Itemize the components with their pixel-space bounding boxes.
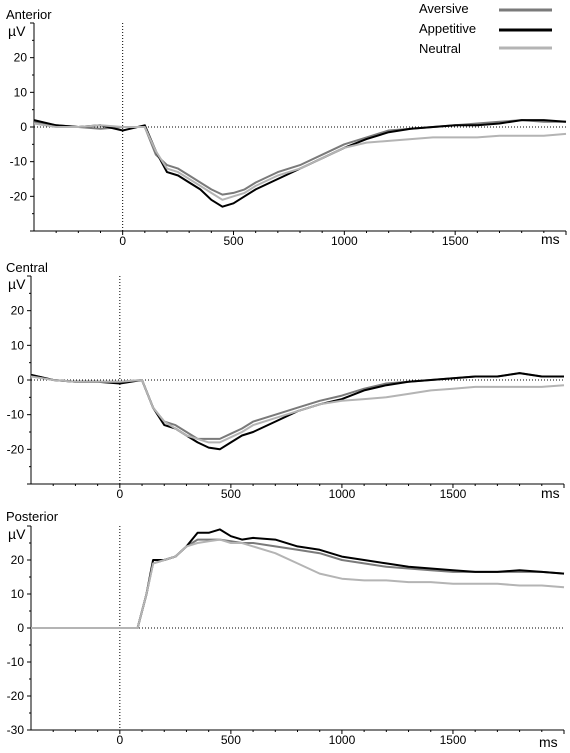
x-unit-anterior: ms xyxy=(541,231,560,247)
x-tick-label: 1500 xyxy=(442,234,469,248)
series-anterior xyxy=(33,119,567,208)
x-tick-label: 500 xyxy=(223,234,243,248)
y-tick-label: 0 xyxy=(17,621,24,635)
x-tick-label: 1500 xyxy=(440,733,467,747)
x-tick-label: 500 xyxy=(221,487,241,501)
x-tick-label: 0 xyxy=(116,487,123,501)
panel-title-central: Central xyxy=(6,260,48,275)
y-tick-label: 20 xyxy=(11,304,25,318)
axes-central: -20 -10 0 10 20 0 500 1000 1500 xyxy=(7,275,565,501)
axes-anterior: -20 -10 0 10 20 0 500 1000 1500 xyxy=(10,22,567,248)
x-unit-central: ms xyxy=(541,485,560,501)
x-tick-label: 0 xyxy=(119,234,126,248)
legend: Aversive Appetitive Neutral xyxy=(419,1,552,56)
axes-posterior: -30 -20 -10 0 10 20 0 500 1000 1500 xyxy=(7,525,565,747)
legend-label-aversive: Aversive xyxy=(419,1,469,16)
x-tick-label: 1000 xyxy=(329,487,356,501)
series-line-appetitive-posterior xyxy=(31,528,565,629)
y-tick-label: 20 xyxy=(14,51,28,65)
y-tick-label: -30 xyxy=(7,723,25,737)
y-tick-label: 10 xyxy=(14,85,28,99)
y-tick-label: -20 xyxy=(10,189,28,203)
x-tick-label: 1000 xyxy=(329,733,356,747)
legend-label-neutral: Neutral xyxy=(419,41,461,56)
panel-title-posterior: Posterior xyxy=(6,509,59,524)
series-line-neutral-central xyxy=(30,375,565,444)
panel-title-anterior: Anterior xyxy=(6,7,52,22)
y-unit-posterior: µV xyxy=(8,526,26,542)
y-tick-label: -20 xyxy=(7,689,25,703)
y-tick-label: -10 xyxy=(7,408,25,422)
y-tick-label: 10 xyxy=(11,338,25,352)
series-central xyxy=(30,372,565,451)
series-posterior xyxy=(31,528,565,629)
posterior-panel: Posterior µV ms -30 -20 -10 0 10 20 0 500 1000 15… xyxy=(6,509,565,750)
y-tick-label: -10 xyxy=(10,155,28,169)
x-unit-posterior: ms xyxy=(539,734,558,750)
x-tick-label: 0 xyxy=(116,733,123,747)
y-tick-label: -10 xyxy=(7,655,25,669)
x-tick-label: 1000 xyxy=(331,234,358,248)
central-panel: Central µV ms -20 -10 0 10 20 0 500 1000 1500 xyxy=(6,260,565,501)
series-line-neutral-posterior xyxy=(31,538,565,629)
series-line-neutral-anterior xyxy=(33,122,567,201)
y-tick-label: 0 xyxy=(17,373,24,387)
anterior-panel: Anterior µV ms -20 -10 0 10 20 0 500 1000 1500 xyxy=(6,7,567,248)
y-tick-label: 20 xyxy=(11,553,25,567)
y-tick-label: -20 xyxy=(7,442,25,456)
y-tick-label: 10 xyxy=(11,587,25,601)
series-line-aversive-anterior xyxy=(33,119,566,196)
x-tick-label: 1500 xyxy=(440,487,467,501)
series-line-appetitive-anterior xyxy=(33,119,567,208)
y-tick-label: 0 xyxy=(20,120,27,134)
y-unit-central: µV xyxy=(8,276,26,292)
y-unit-anterior: µV xyxy=(8,23,26,39)
x-tick-label: 500 xyxy=(221,733,241,747)
legend-label-appetitive: Appetitive xyxy=(419,21,476,36)
